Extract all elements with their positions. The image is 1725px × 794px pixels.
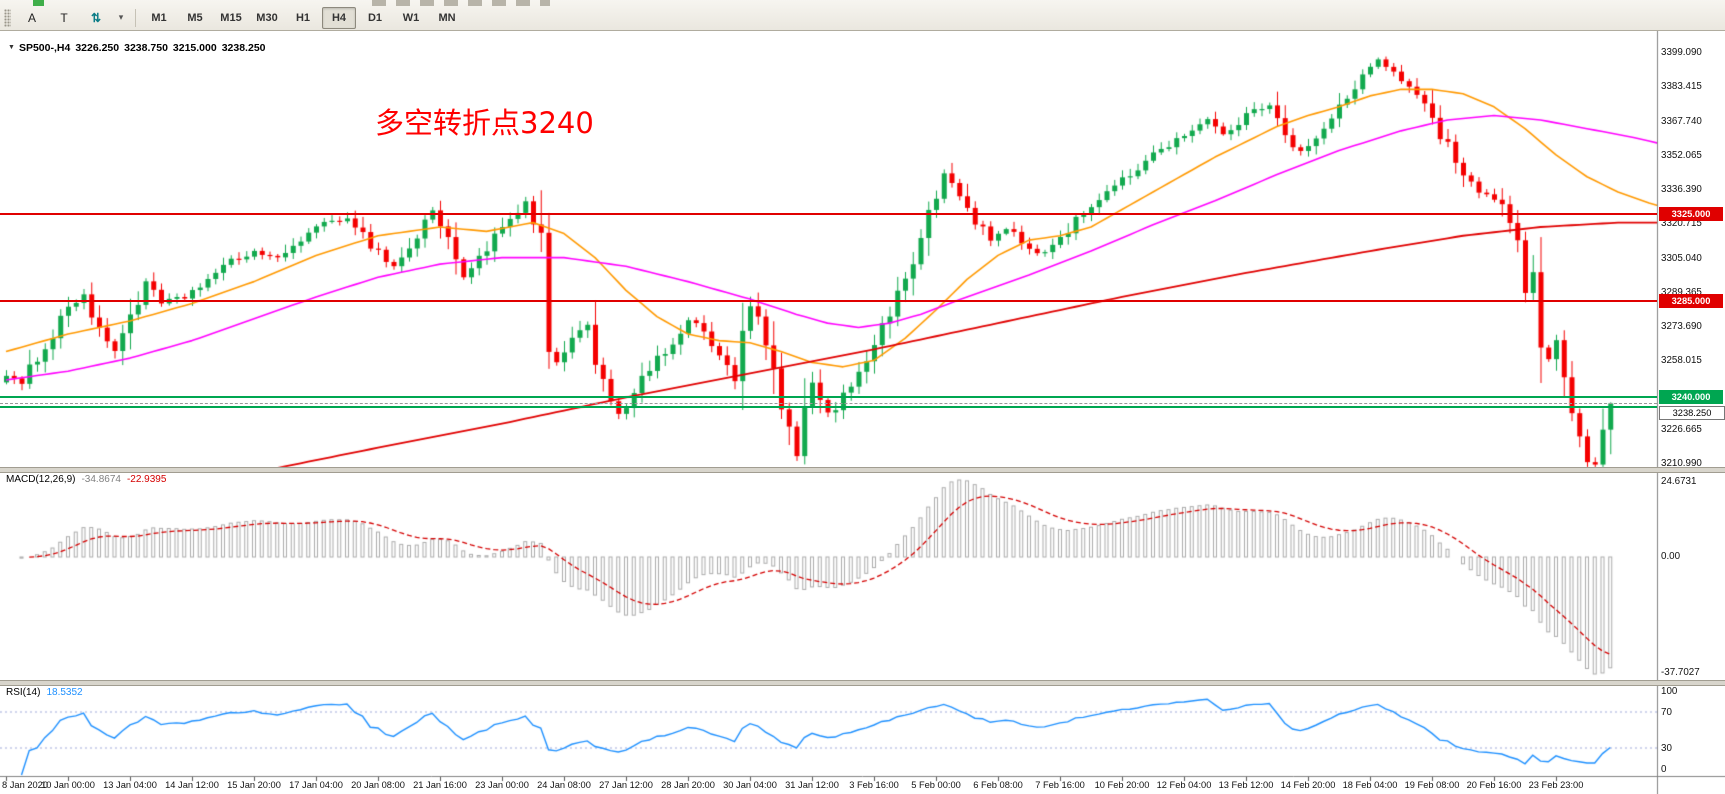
- toolbar-grip[interactable]: [4, 8, 11, 27]
- time-axis-label: 10 Jan 00:00: [41, 780, 95, 790]
- price-axis-label: 3289.365: [1661, 286, 1702, 298]
- time-axis-label: 17 Jan 04:00: [289, 780, 343, 790]
- rsi-value: 18.5352: [46, 687, 83, 698]
- time-axis-label: 24 Jan 08:00: [537, 780, 591, 790]
- time-axis-label: 28 Jan 20:00: [661, 780, 715, 790]
- timeframe-button-w1[interactable]: W1: [402, 11, 420, 24]
- price-tag-3325-000: 3325.000: [1659, 206, 1723, 221]
- chart-annotation-text[interactable]: 多空转折点3240: [375, 106, 594, 140]
- time-axis-label: 14 Jan 12:00: [165, 780, 219, 790]
- time-axis-label: 30 Jan 04:00: [723, 780, 777, 790]
- ohlc-close: 3238.250: [221, 42, 266, 54]
- macd-axis-label: 0.00: [1661, 551, 1681, 562]
- time-axis-label: 13 Jan 04:00: [103, 780, 157, 790]
- ohlc-high: 3238.750: [124, 42, 168, 54]
- price-axis-label: 3352.065: [1661, 149, 1702, 161]
- timeframe-button-m30[interactable]: M30: [256, 11, 278, 24]
- macd-indicator-label: MACD(12,26,9) -34.8674 -22.9395: [6, 474, 166, 485]
- toolbar-row: A T ⇅ ▾ M1 M5 M15 M30 H1 H4 D1 W1 MN: [2, 6, 465, 29]
- time-axis-label: 23 Jan 00:00: [475, 780, 529, 790]
- price-axis-label: 3210.990: [1661, 458, 1702, 469]
- time-axis-label: 6 Feb 08:00: [973, 780, 1023, 790]
- rsi-indicator-label: RSI(14) 18.5352: [6, 687, 83, 698]
- macd-signal-value: -22.9395: [126, 474, 167, 485]
- price-tag-3240-000: 3240.000: [1659, 390, 1723, 405]
- time-axis-label: 13 Feb 12:00: [1218, 780, 1274, 790]
- symbol-label: SP500-,H4: [18, 42, 71, 54]
- price-axis-label: 3258.015: [1661, 355, 1702, 367]
- macd-name: MACD(12,26,9): [6, 474, 76, 485]
- timeframe-button-h1[interactable]: H1: [295, 11, 311, 24]
- chart-marker-icon: ▼: [8, 44, 15, 51]
- time-axis-label: 27 Jan 12:00: [599, 780, 653, 790]
- ohlc-open: 3226.250: [75, 42, 120, 54]
- time-axis-label: 7 Feb 16:00: [1035, 780, 1085, 790]
- time-axis-label: 15 Jan 20:00: [227, 780, 281, 790]
- timeframe-button-m15[interactable]: M15: [220, 11, 242, 24]
- timeframe-button-h4[interactable]: H4: [322, 6, 356, 29]
- time-axis-label: 18 Feb 04:00: [1342, 780, 1398, 790]
- panel-separator-macd[interactable]: [0, 467, 1725, 473]
- price-axis-label: 3320.715: [1661, 218, 1702, 230]
- symbol-ohlc-label: ▼ SP500-,H4 3226.250 3238.750 3215.000 3238.2…: [8, 42, 271, 54]
- time-axis-label: 14 Feb 20:00: [1280, 780, 1336, 790]
- time-axis-label: 21 Jan 16:00: [413, 780, 467, 790]
- price-axis-label: 3383.415: [1661, 81, 1702, 93]
- macd-axis-label: -37.7027: [1661, 667, 1700, 678]
- price-axis-label: 3399.090: [1661, 47, 1702, 58]
- tools-dropdown-caret[interactable]: ▾: [118, 12, 124, 22]
- rsi-axis-label: 0: [1661, 764, 1667, 775]
- last-price-line: [0, 403, 1657, 405]
- price-axis-label: 3367.740: [1661, 115, 1702, 127]
- hline-3240-000[interactable]: [0, 396, 1657, 399]
- rsi-axis-label: 30: [1661, 743, 1672, 754]
- time-axis-label: 10 Feb 20:00: [1094, 780, 1150, 790]
- time-axis-label: 20 Feb 16:00: [1466, 780, 1522, 790]
- toolbar-separator: [135, 8, 136, 27]
- timeframe-button-m1[interactable]: M1: [151, 11, 167, 24]
- macd-main-value: -34.8674: [81, 474, 121, 485]
- time-axis-label: 8 Jan 2020: [2, 780, 49, 790]
- price-axis-label: 3273.690: [1661, 321, 1702, 332]
- time-axis-label: 31 Jan 12:00: [785, 780, 839, 790]
- timeframe-button-mn[interactable]: MN: [438, 11, 456, 24]
- ohlc-low: 3215.000: [172, 42, 217, 54]
- price-tag-3285-000: 3285.000: [1659, 294, 1723, 309]
- toolbar: A T ⇅ ▾ M1 M5 M15 M30 H1 H4 D1 W1 MN: [0, 0, 1725, 31]
- time-axis-label: 3 Feb 16:00: [849, 780, 899, 790]
- price-axis-label: 3305.040: [1661, 252, 1702, 264]
- timeframe-bar: M1 M5 M15 M30 H1 H4 D1 W1 MN: [141, 6, 465, 29]
- time-axis-label: 5 Feb 00:00: [911, 780, 961, 790]
- macd-axis-label: 24.6731: [1661, 476, 1697, 487]
- rsi-axis-label: 70: [1661, 707, 1672, 718]
- price-axis-label: 3336.390: [1661, 184, 1702, 195]
- last-price-tag: 3238.250: [1659, 406, 1725, 421]
- rsi-axis-label: 100: [1661, 686, 1678, 697]
- time-axis-label: 19 Feb 08:00: [1404, 780, 1460, 790]
- timeframe-button-m5[interactable]: M5: [187, 11, 203, 24]
- price-axis-label: 3226.665: [1661, 423, 1702, 435]
- label-tool-button[interactable]: T: [60, 10, 68, 25]
- hline-3285-000[interactable]: [0, 300, 1657, 303]
- timeframe-button-d1[interactable]: D1: [367, 11, 383, 24]
- time-axis-label: 23 Feb 23:00: [1528, 780, 1584, 790]
- panel-separator-rsi[interactable]: [0, 680, 1725, 686]
- hline-3325-000[interactable]: [0, 212, 1657, 215]
- time-axis-label: 20 Jan 08:00: [351, 780, 405, 790]
- time-axis-label: 12 Feb 04:00: [1156, 780, 1212, 790]
- hline-band-low[interactable]: [0, 406, 1657, 408]
- rsi-name: RSI(14): [6, 687, 41, 698]
- text-tool-button[interactable]: A: [27, 10, 36, 25]
- cycles-tool-button[interactable]: ⇅: [90, 10, 102, 25]
